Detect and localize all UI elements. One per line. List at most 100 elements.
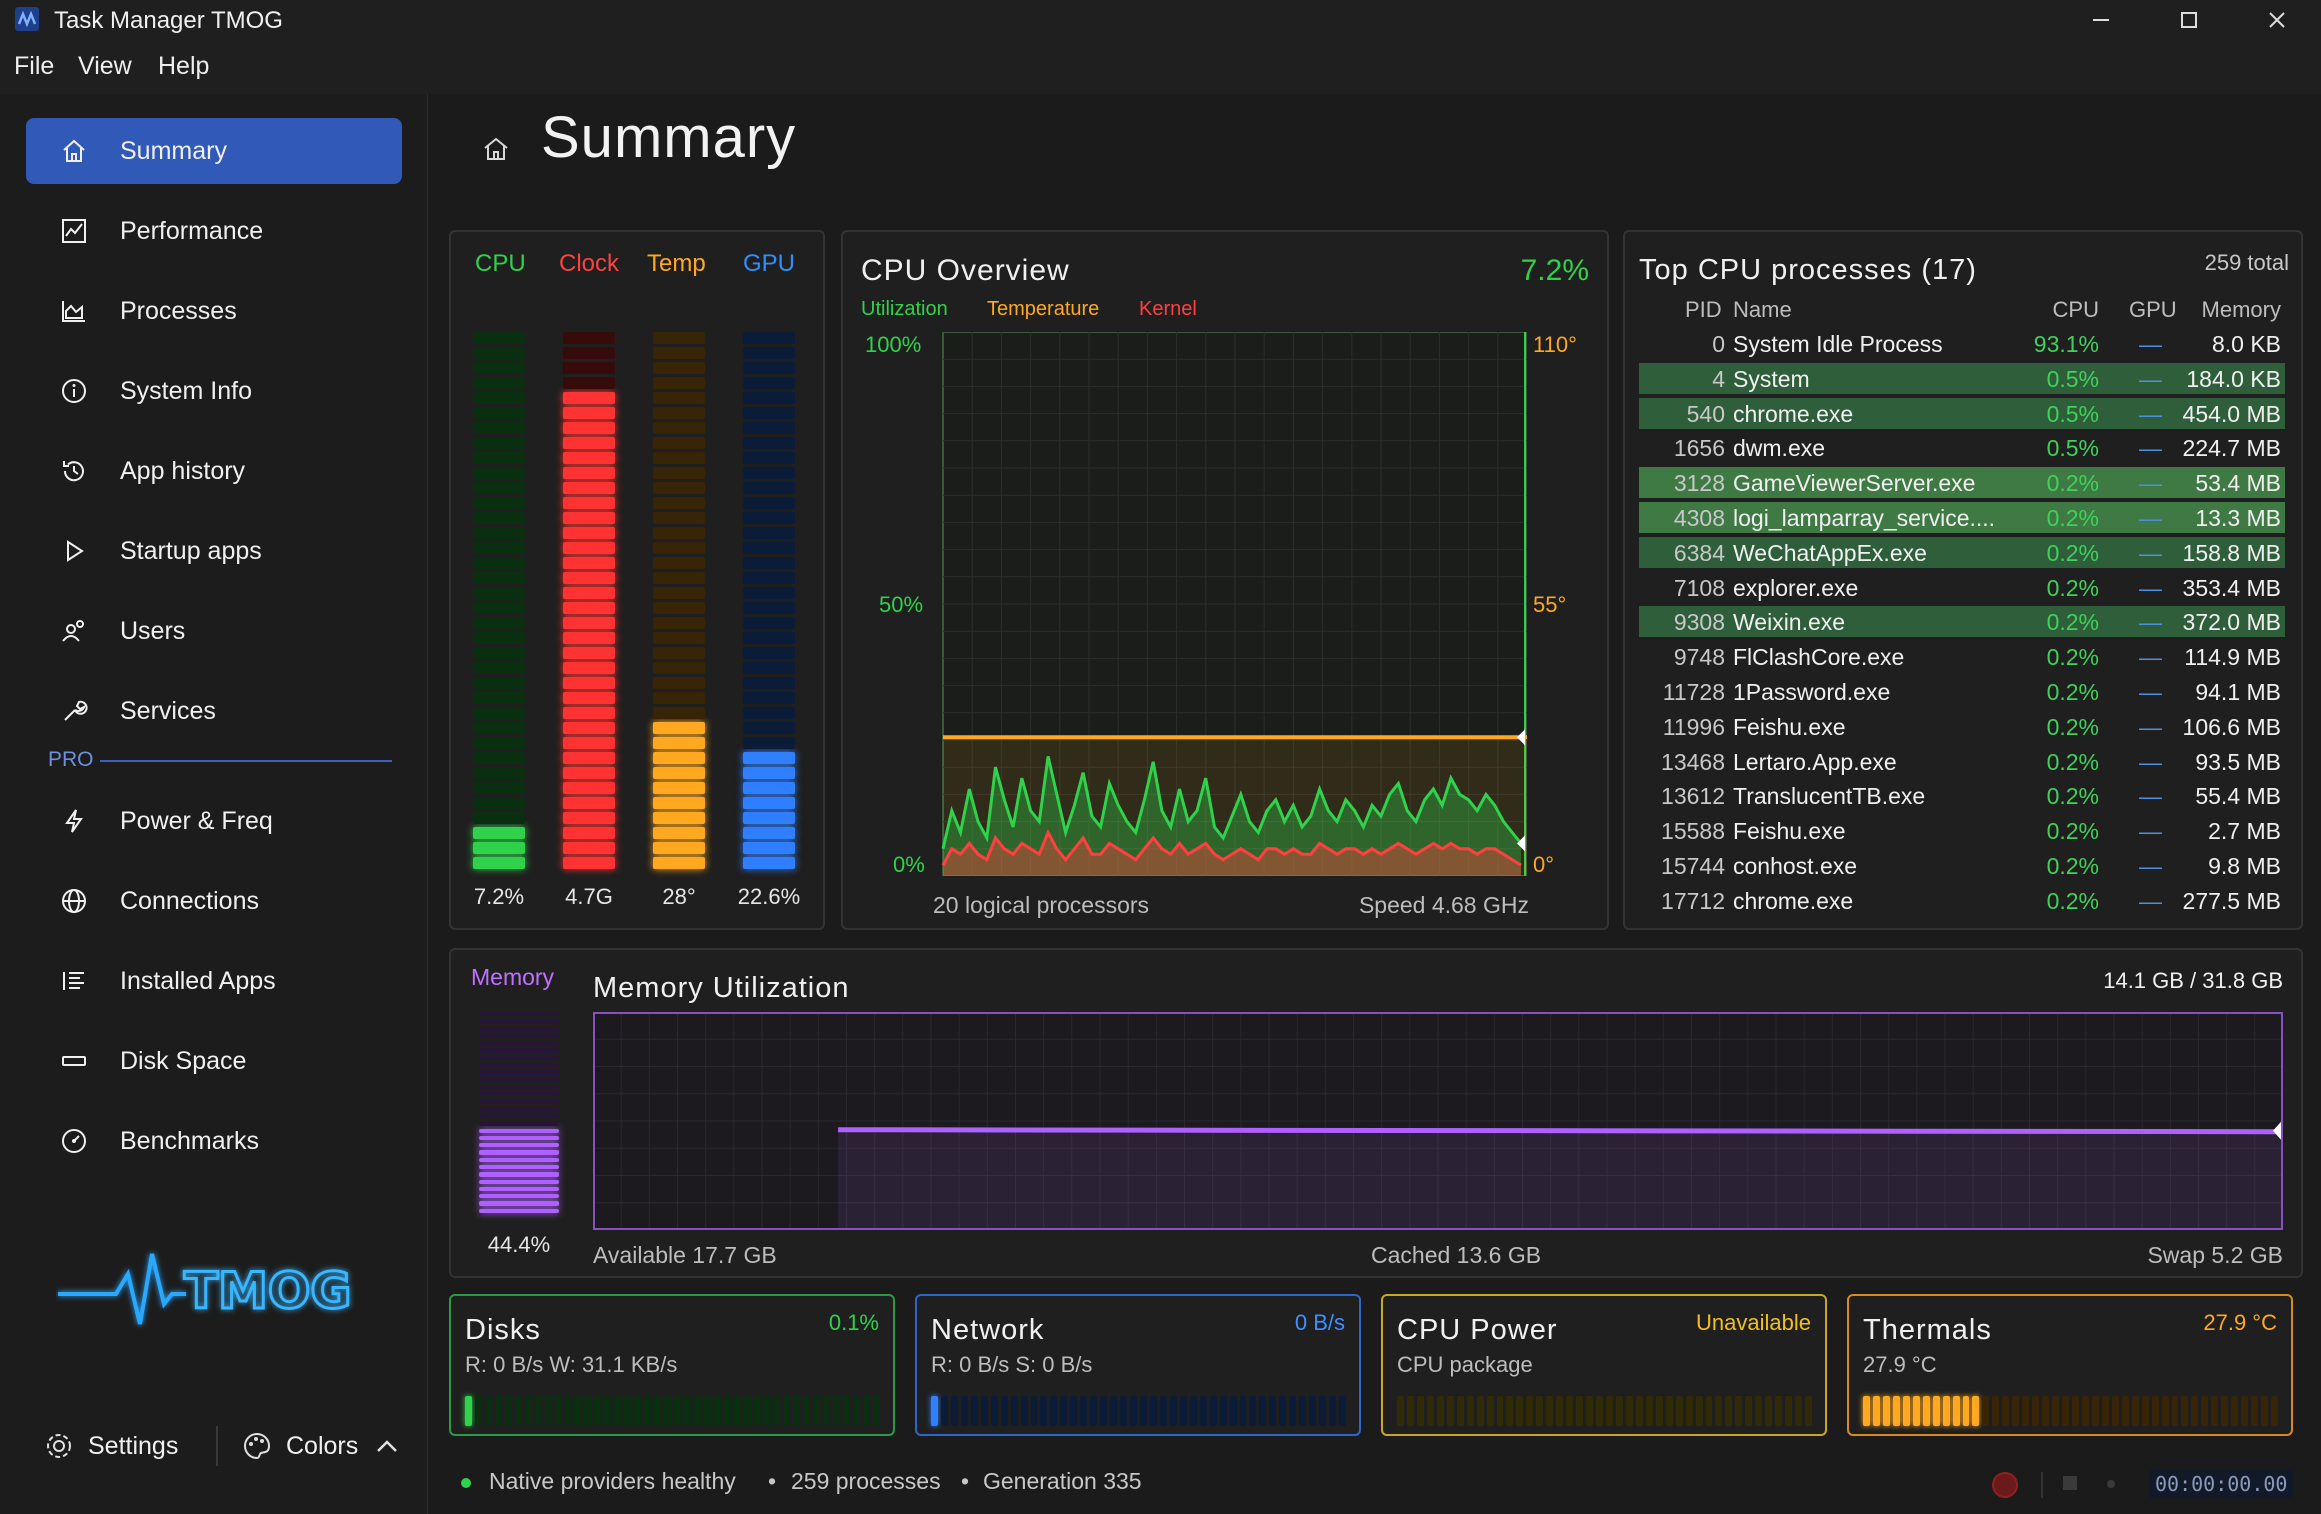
process-row[interactable]: 3128 GameViewerServer.exe 0.2% — 53.4 MB	[1639, 467, 2285, 499]
legend-utilization: Utilization	[861, 298, 948, 320]
top-processes-title: Top CPU processes (17)	[1639, 254, 1977, 286]
sidebar-item-benchmarks[interactable]: Benchmarks	[26, 1108, 402, 1174]
col-name[interactable]: Name	[1733, 297, 1792, 322]
process-row[interactable]: 13612 TranslucentTB.exe 0.2% — 55.4 MB	[1639, 780, 2285, 811]
minimize-button[interactable]	[2057, 0, 2145, 40]
process-row[interactable]: 15588 Feishu.exe 0.2% — 2.7 MB	[1639, 815, 2285, 846]
gpu-meter-segment	[743, 332, 795, 344]
status-providers: Native providers healthy	[489, 1468, 736, 1494]
disks-meter-segment	[654, 1396, 662, 1426]
clock-meter-segment	[563, 602, 615, 614]
col-gpu[interactable]: GPU	[2129, 297, 2177, 322]
process-pid: 11728	[1662, 679, 1725, 705]
disks-card[interactable]: Disks 0.1% R: 0 B/s W: 31.1 KB/s	[449, 1294, 895, 1436]
process-cpu: 0.2%	[2046, 713, 2099, 740]
process-row[interactable]: 9748 FlClashCore.exe 0.2% — 114.9 MB	[1639, 641, 2285, 672]
disks-meter-segment	[873, 1396, 880, 1426]
memory-meter-segment	[479, 1157, 559, 1162]
close-button[interactable]	[2233, 0, 2321, 40]
cpu-meter-segment	[473, 347, 525, 359]
sidebar-item-performance[interactable]: Performance	[26, 198, 402, 264]
col-memory[interactable]: Memory	[2201, 297, 2281, 322]
sidebar-item-app-history[interactable]: App history	[26, 438, 402, 504]
clock-meter-segment	[563, 557, 615, 569]
process-name: WeChatAppEx.exe	[1733, 539, 1927, 566]
process-row[interactable]: 7108 explorer.exe 0.2% — 353.4 MB	[1639, 572, 2285, 603]
process-row[interactable]: 11996 Feishu.exe 0.2% — 106.6 MB	[1639, 711, 2285, 742]
process-gpu: —	[2139, 365, 2162, 392]
network-meter-segment	[990, 1396, 998, 1426]
clock-meter-segment	[563, 782, 615, 794]
process-row[interactable]: 540 chrome.exe 0.5% — 454.0 MB	[1639, 397, 2285, 429]
process-row[interactable]: 6384 WeChatAppEx.exe 0.2% — 158.8 MB	[1639, 536, 2285, 568]
process-row[interactable]: 11728 1Password.exe 0.2% — 94.1 MB	[1639, 676, 2285, 707]
sidebar-item-users[interactable]: Users	[26, 598, 402, 664]
col-pid[interactable]: PID	[1685, 297, 1722, 322]
network-meter-segment	[1070, 1396, 1078, 1426]
maximize-button[interactable]	[2145, 0, 2233, 40]
chevron-up-icon[interactable]	[372, 1431, 402, 1461]
pause-icon[interactable]	[2107, 1480, 2115, 1488]
process-memory: 53.4 MB	[2195, 470, 2281, 497]
process-row[interactable]: 15744 conhost.exe 0.2% — 9.8 MB	[1639, 850, 2285, 881]
process-row[interactable]: 1656 dwm.exe 0.5% — 224.7 MB	[1639, 432, 2285, 463]
process-row[interactable]: 4 System 0.5% — 184.0 KB	[1639, 362, 2285, 394]
colors-button[interactable]: Colors	[242, 1424, 402, 1468]
cpu-power-card[interactable]: CPU Power Unavailable CPU package	[1381, 1294, 1827, 1436]
process-row[interactable]: 0 System Idle Process 93.1% — 8.0 KB	[1639, 328, 2285, 359]
process-row[interactable]: 4308 logi_lamparray_service.... 0.2% — 13.3 …	[1639, 502, 2285, 533]
history-icon	[63, 461, 84, 482]
temp-meter-segment	[653, 842, 705, 854]
cpu-power-meter-segment	[1546, 1396, 1554, 1426]
sidebar-item-services[interactable]: Services	[26, 678, 402, 744]
thermals-meter-segment	[2121, 1396, 2129, 1426]
gpu-meter-segment	[743, 767, 795, 779]
clock-meter-segment	[563, 632, 615, 644]
gpu-meter-segment	[743, 362, 795, 374]
temp-meter-value: 28°	[662, 884, 696, 909]
thermals-card[interactable]: Thermals 27.9 °C 27.9 °C	[1847, 1294, 2293, 1436]
network-meter-segment	[931, 1396, 938, 1426]
temp-meter-segment	[653, 557, 705, 569]
menu-help[interactable]: Help	[158, 52, 210, 80]
record-icon[interactable]	[1992, 1472, 2018, 1498]
maximize-icon	[2181, 12, 2197, 28]
cpu-overview-panel: CPU Overview 7.2% Utilization Temperatur…	[841, 230, 1609, 930]
cpu-power-meter-segment	[1596, 1396, 1603, 1426]
network-meter-segment	[1080, 1396, 1088, 1426]
sidebar-item-power-freq[interactable]: Power & Freq	[26, 788, 402, 854]
sidebar-item-label: Services	[120, 697, 216, 725]
thermals-meter-segment	[1982, 1396, 1990, 1426]
process-name: chrome.exe	[1733, 887, 1854, 914]
sidebar-item-disk-space[interactable]: Disk Space	[26, 1028, 402, 1094]
clock-meter-segment	[563, 587, 615, 599]
sidebar-item-label: App history	[120, 457, 246, 485]
sidebar-item-processes[interactable]: Processes	[26, 278, 402, 344]
settings-button[interactable]: Settings	[44, 1424, 178, 1468]
process-row[interactable]: 17712 chrome.exe 0.2% — 277.5 MB	[1639, 885, 2285, 916]
sidebar-item-summary[interactable]: Summary	[26, 118, 402, 184]
process-memory: 184.0 KB	[2186, 365, 2281, 392]
gpu-meter-segment	[743, 782, 795, 794]
sidebar-item-connections[interactable]: Connections	[26, 868, 402, 934]
col-cpu[interactable]: CPU	[2052, 297, 2099, 322]
process-row[interactable]: 13468 Lertaro.App.exe 0.2% — 93.5 MB	[1639, 746, 2285, 777]
stop-icon[interactable]	[2063, 1476, 2077, 1490]
process-row[interactable]: 9308 Weixin.exe 0.2% — 372.0 MB	[1639, 606, 2285, 638]
cpu-meter	[473, 332, 525, 872]
cpu-power-meter-segment	[1745, 1396, 1753, 1426]
sidebar-item-installed-apps[interactable]: Installed Apps	[26, 948, 402, 1014]
network-card[interactable]: Network 0 B/s R: 0 B/s S: 0 B/s	[915, 1294, 1361, 1436]
gpu-meter-segment	[743, 572, 795, 584]
temp-meter-segment	[653, 437, 705, 449]
process-cpu: 0.2%	[2046, 818, 2099, 845]
sidebar-item-startup-apps[interactable]: Startup apps	[26, 518, 402, 584]
memory-meter-segment	[479, 1143, 559, 1148]
network-meter-segment	[1279, 1396, 1287, 1426]
menu-view[interactable]: View	[78, 52, 132, 80]
process-gpu: —	[2139, 435, 2162, 462]
menu-file[interactable]: File	[14, 52, 55, 80]
sidebar-item-system-info[interactable]: System Info	[26, 358, 402, 424]
gpu-meter-segment	[743, 632, 795, 644]
status-divider	[2041, 1472, 2043, 1498]
